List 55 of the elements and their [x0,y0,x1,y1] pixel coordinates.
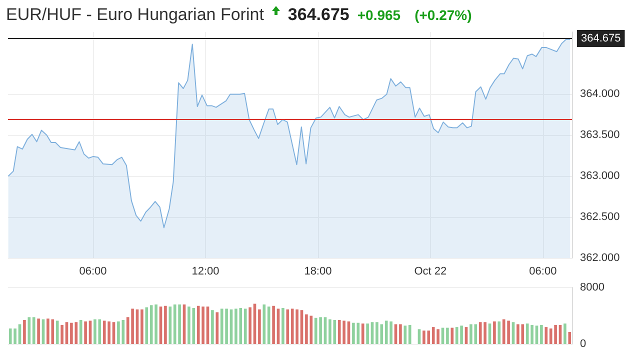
bar [408,324,412,344]
bar [394,324,398,344]
bar [37,318,40,344]
y-tick-label: 8000 [580,282,604,294]
bar [211,310,214,344]
bar [450,328,454,344]
bar [84,321,87,344]
bar [168,306,172,344]
bar [18,324,22,344]
bar [366,324,369,344]
x-tick-label: 06:00 [529,266,557,278]
bar [216,312,219,344]
bar [272,306,275,344]
bar [361,324,364,344]
bar [262,304,266,344]
text: (+0.27%) [414,7,472,23]
bar [28,317,31,344]
y-tick-label: 363.500 [580,129,620,142]
y-tick-label: 362.500 [580,211,620,224]
bar [282,308,284,344]
ref-line-label: 364.675 [581,32,621,45]
text: 364.675 [288,5,350,25]
bar [60,324,64,344]
bar [564,324,566,344]
bar [244,308,247,344]
y-tick-label: 363.000 [580,170,620,182]
chart-title: EUR/HUF - Euro Hungarian Forint [6,5,264,25]
y-tick-label: 0 [580,338,586,350]
bar [258,309,261,344]
bar [56,320,59,344]
bar [544,327,548,344]
bar [140,309,144,344]
bar [32,317,36,344]
bar [568,332,572,344]
bar [399,324,402,344]
bar [540,324,543,344]
x-tick-label: Oct 22 [414,266,447,278]
bar [164,306,167,344]
bar [446,328,449,344]
bar [286,309,290,344]
bar [267,306,270,344]
y-tick-label: 362.000 [580,252,620,264]
bar [79,320,82,344]
x-tick-label: 06:00 [79,266,107,278]
bar [493,321,496,344]
bar [145,307,148,344]
bar [498,321,501,344]
bar [404,326,407,344]
x-tick-label: 12:00 [192,266,220,278]
text: +0.965 [357,7,401,23]
bar [418,329,421,344]
bar [23,320,26,344]
bar [248,307,252,344]
x-tick-label: 18:00 [304,266,332,278]
y-tick-label: 364.000 [580,88,620,100]
